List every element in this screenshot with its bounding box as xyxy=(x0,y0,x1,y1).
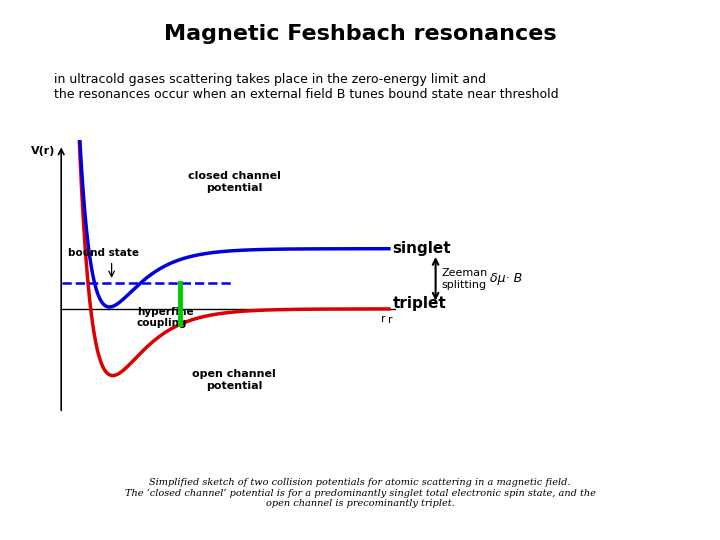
Text: Magnetic Feshbach resonances: Magnetic Feshbach resonances xyxy=(163,24,557,44)
Text: δμ· B: δμ· B xyxy=(490,272,522,285)
Text: triplet: triplet xyxy=(392,296,446,311)
Text: V(r): V(r) xyxy=(32,146,56,157)
Text: in ultracold gases scattering takes place in the zero-energy limit and
the reson: in ultracold gases scattering takes plac… xyxy=(54,73,559,101)
Text: Zeeman
splitting: Zeeman splitting xyxy=(441,268,487,289)
Text: Simplified sketch of two collision potentials for atomic scattering in a magneti: Simplified sketch of two collision poten… xyxy=(125,478,595,508)
Text: closed channel
potential: closed channel potential xyxy=(188,171,280,193)
Text: hyperfine
coupling: hyperfine coupling xyxy=(137,307,194,328)
Text: bound state: bound state xyxy=(68,248,140,258)
Text: r: r xyxy=(388,315,392,325)
Text: r: r xyxy=(381,314,385,323)
Text: open channel
potential: open channel potential xyxy=(192,369,276,390)
Text: singlet: singlet xyxy=(392,241,451,256)
